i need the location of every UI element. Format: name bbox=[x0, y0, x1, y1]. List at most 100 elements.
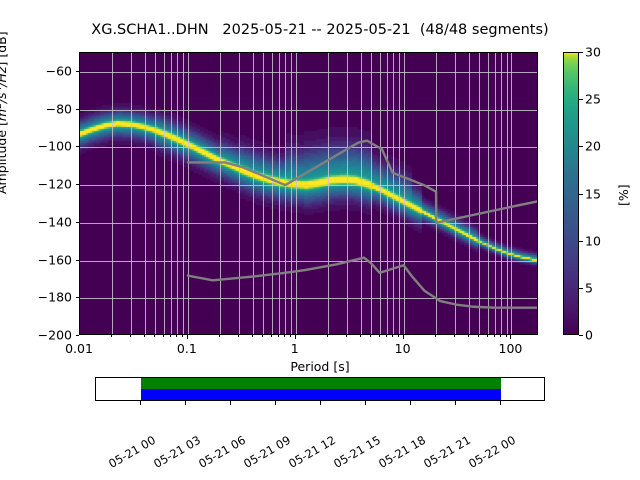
y-tick bbox=[75, 335, 79, 336]
x-tick-label: 1 bbox=[290, 341, 299, 356]
gridline-vertical bbox=[403, 53, 405, 334]
data-coverage-bar bbox=[141, 378, 501, 389]
timeline-tick bbox=[410, 401, 411, 405]
gridline-vertical bbox=[187, 53, 189, 334]
y-tick-label: −60 bbox=[45, 63, 72, 79]
x-tick bbox=[154, 335, 156, 337]
gridline-vertical bbox=[285, 53, 287, 334]
colorbar-tick-label: 25 bbox=[585, 91, 601, 107]
x-tick bbox=[397, 335, 399, 337]
timeline-tick-label: 05-22 00 bbox=[466, 432, 518, 471]
x-tick bbox=[289, 335, 291, 337]
x-tick-label: 0.01 bbox=[65, 341, 93, 356]
x-tick bbox=[370, 335, 372, 337]
y-tick-label: −140 bbox=[37, 214, 72, 230]
colorbar-tick-label: 30 bbox=[585, 44, 601, 60]
gridline-vertical bbox=[371, 53, 373, 334]
gridline-horizontal bbox=[80, 71, 537, 73]
y-axis-title: Amplitude [m2/s4/Hz] [dB] bbox=[0, 31, 10, 194]
timeline-tick-label: 05-21 18 bbox=[376, 432, 428, 471]
colorbar-tick-label: 20 bbox=[585, 138, 601, 154]
x-tick bbox=[186, 335, 188, 339]
timeline-tick bbox=[230, 401, 231, 405]
x-tick-label: 10 bbox=[394, 341, 411, 356]
x-tick bbox=[467, 335, 469, 337]
gridline-vertical bbox=[279, 53, 281, 334]
ppsd-plot-area bbox=[79, 52, 538, 335]
timeline-tick bbox=[275, 401, 276, 405]
timeline-plot-area bbox=[95, 377, 545, 401]
gridline-vertical bbox=[347, 53, 349, 334]
gridline-vertical bbox=[182, 53, 184, 334]
colorbar-tick bbox=[579, 99, 583, 101]
gridline-vertical bbox=[468, 53, 470, 334]
timeline-tick-label: 05-21 00 bbox=[106, 432, 158, 471]
x-tick bbox=[435, 335, 437, 337]
psd-segments-bar bbox=[141, 389, 501, 400]
gridline-vertical bbox=[494, 53, 496, 334]
gridline-vertical bbox=[379, 53, 381, 334]
timeline-tick bbox=[455, 401, 456, 405]
gridline-horizontal bbox=[80, 222, 537, 224]
timeline-tick bbox=[500, 401, 501, 405]
colorbar-tick bbox=[579, 335, 583, 336]
colorbar-tick-label: 15 bbox=[585, 186, 601, 201]
x-tick bbox=[143, 335, 145, 337]
colorbar-tick bbox=[579, 52, 583, 53]
x-tick bbox=[378, 335, 380, 337]
noise-model-curves bbox=[186, 139, 537, 309]
gridline-vertical bbox=[263, 53, 265, 334]
x-tick bbox=[270, 335, 272, 337]
x-tick bbox=[111, 335, 113, 337]
x-tick bbox=[385, 335, 387, 337]
y-tick bbox=[75, 221, 79, 223]
gridline-horizontal bbox=[80, 260, 537, 262]
x-tick bbox=[262, 335, 264, 337]
colorbar-tick-label: 10 bbox=[585, 233, 601, 249]
gridline-horizontal bbox=[80, 147, 537, 149]
gridline-vertical bbox=[506, 53, 508, 334]
x-tick bbox=[477, 335, 479, 337]
colorbar bbox=[563, 52, 579, 335]
colorbar-tick bbox=[579, 146, 583, 148]
gridline-vertical bbox=[144, 53, 146, 334]
x-tick bbox=[251, 335, 253, 337]
timeline-tick-label: 05-21 09 bbox=[241, 432, 293, 471]
gridline-vertical bbox=[295, 53, 297, 334]
x-tick bbox=[486, 335, 488, 337]
gridline-vertical bbox=[112, 53, 114, 334]
x-tick bbox=[510, 335, 512, 339]
gridline-vertical bbox=[171, 53, 173, 334]
timeline-tick bbox=[365, 401, 366, 405]
gridline-horizontal bbox=[80, 109, 537, 111]
gridline-vertical bbox=[478, 53, 480, 334]
gridline-vertical bbox=[163, 53, 165, 334]
x-tick bbox=[500, 335, 501, 337]
timeline-tick-label: 05-21 15 bbox=[331, 432, 383, 471]
y-tick-label: −180 bbox=[37, 289, 72, 305]
y-tick bbox=[75, 108, 79, 110]
gridline-vertical bbox=[131, 53, 133, 334]
y-tick-label: −100 bbox=[37, 138, 72, 154]
timeline-tick bbox=[185, 401, 186, 405]
noise-model-nlnm bbox=[186, 256, 537, 309]
colorbar-tick-label: 5 bbox=[585, 280, 593, 296]
gridline-vertical bbox=[501, 53, 502, 334]
y-tick-label: −120 bbox=[37, 176, 72, 192]
x-tick bbox=[162, 335, 164, 337]
x-tick bbox=[493, 335, 495, 337]
gridline-vertical bbox=[328, 53, 330, 334]
gridline-vertical bbox=[511, 53, 513, 334]
gridline-vertical bbox=[360, 53, 362, 334]
colorbar-tick bbox=[579, 240, 583, 242]
x-tick bbox=[454, 335, 456, 337]
page-title: XG.SCHA1..DHN 2025-05-21 -- 2025-05-21 (… bbox=[91, 22, 549, 38]
gridline-vertical bbox=[398, 53, 400, 334]
y-tick-label: −160 bbox=[37, 252, 72, 268]
gridline-vertical bbox=[455, 53, 457, 334]
noise-model-nhnm bbox=[186, 139, 537, 225]
y-tick bbox=[75, 146, 79, 148]
x-tick-label: 0.1 bbox=[176, 341, 197, 356]
gridline-vertical bbox=[252, 53, 254, 334]
y-tick bbox=[75, 70, 79, 72]
